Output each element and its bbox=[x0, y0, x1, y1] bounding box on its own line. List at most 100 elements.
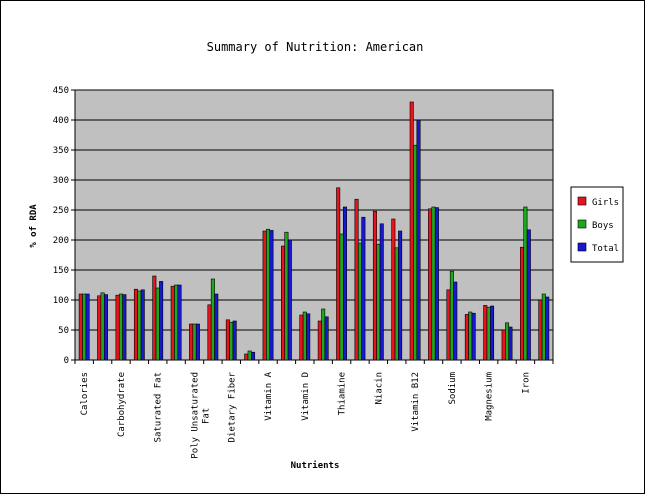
bar-boys bbox=[523, 206, 528, 361]
y-tick-label: 50 bbox=[58, 326, 69, 336]
bar-girls bbox=[133, 288, 138, 361]
bar-girls bbox=[152, 275, 157, 361]
bar-boys bbox=[486, 306, 491, 361]
chart-title: Summary of Nutrition: American bbox=[207, 40, 424, 54]
bar-total bbox=[490, 305, 495, 361]
bar-boys bbox=[468, 311, 473, 361]
bar-boys bbox=[82, 293, 87, 361]
bar-boys bbox=[302, 311, 307, 361]
bar-total bbox=[471, 312, 476, 361]
bar-total bbox=[287, 239, 292, 361]
bar-girls bbox=[189, 323, 194, 361]
bar-total bbox=[103, 294, 108, 361]
x-tick-label: Saturated Fat bbox=[154, 372, 164, 442]
bar-total bbox=[85, 293, 90, 361]
bar-boys bbox=[174, 284, 179, 361]
bar-girls bbox=[317, 320, 322, 361]
y-tick-label: 0 bbox=[64, 356, 69, 366]
bar-girls bbox=[428, 208, 433, 361]
bar-total bbox=[453, 281, 458, 361]
bar-total bbox=[140, 289, 145, 361]
bar-boys bbox=[413, 144, 418, 361]
legend: Girls Boys Total bbox=[570, 186, 624, 263]
bar-boys bbox=[321, 308, 326, 361]
bar-total bbox=[251, 351, 256, 361]
bar-total bbox=[269, 230, 274, 361]
bar-girls bbox=[97, 295, 102, 361]
bar-total bbox=[398, 230, 403, 361]
x-tick-label: Thiamine bbox=[338, 372, 348, 415]
y-tick-label: 250 bbox=[53, 206, 69, 216]
bar-girls bbox=[170, 285, 175, 361]
bar-total bbox=[122, 294, 127, 361]
bar-boys bbox=[431, 206, 436, 361]
y-tick-label: 300 bbox=[53, 176, 69, 186]
x-tick-label: Sodium bbox=[448, 372, 458, 405]
bar-total bbox=[434, 207, 439, 361]
bar-girls bbox=[391, 218, 396, 361]
x-tick-label: Niacin bbox=[374, 372, 384, 405]
bar-total bbox=[526, 229, 531, 361]
y-tick-label: 400 bbox=[53, 116, 69, 126]
bar-total bbox=[416, 119, 421, 361]
bar-total bbox=[306, 313, 311, 361]
bar-girls bbox=[501, 329, 506, 361]
bar-total bbox=[195, 323, 200, 361]
x-axis-ticks: Calories Carbohydrate Saturated Fat Poly Un… bbox=[74, 360, 554, 459]
bar-boys bbox=[339, 233, 344, 361]
bar-girls bbox=[446, 289, 451, 361]
bar-girls bbox=[372, 210, 377, 361]
bar-girls bbox=[464, 314, 469, 361]
bar-total bbox=[545, 296, 550, 361]
bar-total bbox=[361, 216, 366, 361]
bar-boys bbox=[247, 350, 252, 361]
bar-boys bbox=[210, 278, 215, 361]
bar-total bbox=[342, 206, 347, 361]
x-tick-label: Carbohydrate bbox=[117, 372, 127, 437]
bar-boys bbox=[394, 247, 399, 361]
x-tick-label: Vitamin A bbox=[264, 371, 274, 420]
bar-girls bbox=[244, 353, 249, 361]
y-tick-label: 200 bbox=[53, 236, 69, 246]
x-axis-label: Nutrients bbox=[291, 460, 340, 471]
bar-girls bbox=[483, 305, 488, 361]
bar-girls bbox=[520, 246, 525, 361]
bar-girls bbox=[299, 314, 304, 361]
bar-total bbox=[324, 316, 329, 361]
y-tick-label: 350 bbox=[53, 146, 69, 156]
legend-label-total: Total bbox=[592, 244, 619, 254]
bar-girls bbox=[336, 187, 341, 361]
bar-boys bbox=[376, 243, 381, 361]
y-axis-label: % of RDA bbox=[29, 204, 39, 248]
y-tick-label: 150 bbox=[53, 266, 69, 276]
legend-label-girls: Girls bbox=[592, 198, 619, 208]
bar-boys bbox=[118, 293, 123, 361]
bar-boys bbox=[266, 228, 271, 361]
bar-boys bbox=[229, 321, 234, 361]
bar-total bbox=[508, 326, 513, 361]
bar-boys bbox=[284, 231, 289, 361]
bar-girls bbox=[78, 293, 83, 361]
bar-total bbox=[232, 320, 237, 361]
legend-swatch-girls bbox=[577, 196, 587, 206]
legend-label-boys: Boys bbox=[592, 221, 614, 231]
bar-girls bbox=[538, 299, 543, 361]
x-tick-label: Poly UnsaturatedFat bbox=[191, 372, 212, 459]
bar-boys bbox=[357, 242, 362, 361]
bar-boys bbox=[137, 290, 142, 361]
y-tick-label: 100 bbox=[53, 296, 69, 306]
y-axis-ticks: 0 50 100 150 200 250 300 350 400 450 bbox=[53, 86, 75, 366]
bar-girls bbox=[409, 101, 414, 361]
x-tick-label: Vitamin D bbox=[301, 372, 311, 421]
bar-girls bbox=[207, 304, 212, 361]
bar-total bbox=[159, 281, 164, 361]
legend-swatch-boys bbox=[577, 219, 587, 229]
x-tick-label: Vitamin B12 bbox=[411, 372, 421, 432]
bar-girls bbox=[225, 319, 230, 361]
bar-total bbox=[214, 293, 219, 361]
bar-total bbox=[177, 284, 182, 361]
y-tick-label: 450 bbox=[53, 86, 69, 96]
bar-boys bbox=[449, 270, 454, 361]
